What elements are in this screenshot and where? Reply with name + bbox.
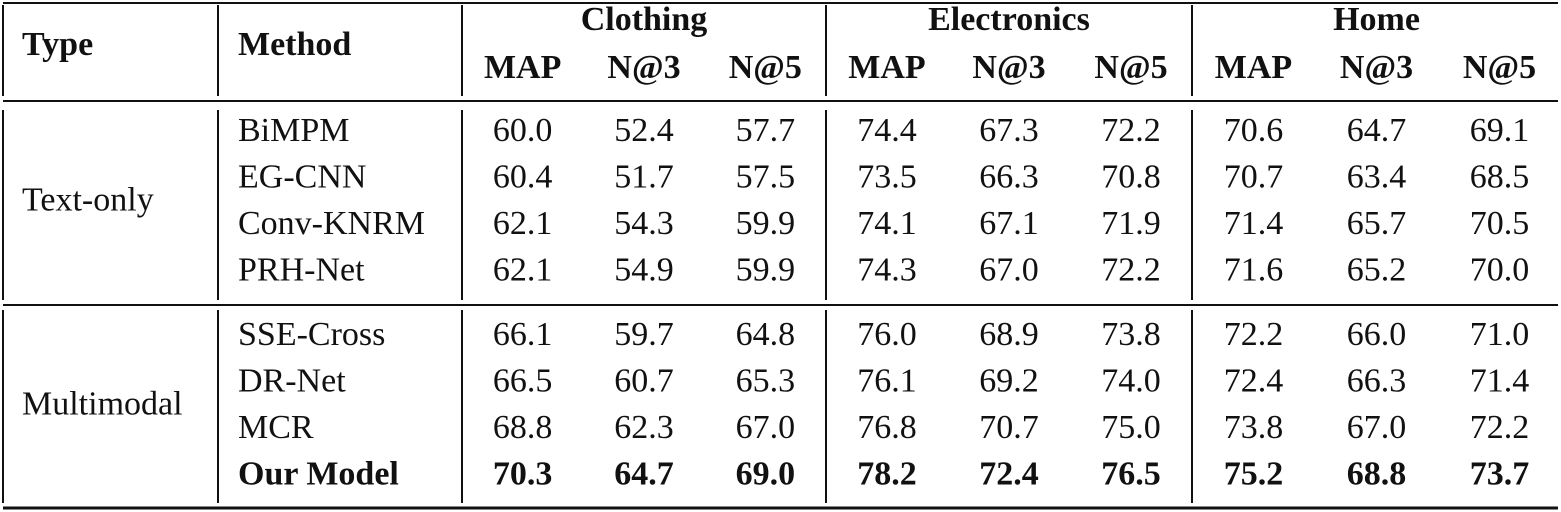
cell-value: 70.3 — [493, 455, 553, 492]
cell-value: 62.1 — [493, 251, 553, 288]
row-type: Multimodal — [22, 386, 183, 423]
cell-value: 75.2 — [1224, 455, 1284, 492]
cell-value: 74.3 — [857, 251, 917, 288]
cell-value: 72.4 — [1224, 362, 1284, 399]
cell-value: 64.8 — [736, 316, 796, 353]
cell-value: 60.4 — [493, 158, 553, 195]
cell-value: 60.0 — [493, 112, 553, 149]
cell-value: 72.2 — [1101, 112, 1161, 149]
method-name: MCR — [238, 409, 314, 446]
metric-header: N@5 — [729, 49, 802, 86]
cell-value: 54.3 — [614, 205, 674, 242]
cell-value: 66.0 — [1347, 316, 1407, 353]
cell-value: 52.4 — [614, 112, 674, 149]
metric-header: N@5 — [1094, 49, 1167, 86]
group-header: Home — [1333, 1, 1420, 38]
cell-value: 70.8 — [1101, 158, 1161, 195]
cell-value: 76.8 — [857, 409, 917, 446]
cell-value: 71.9 — [1101, 205, 1161, 242]
cell-value: 72.2 — [1224, 316, 1284, 353]
cell-value: 73.5 — [857, 158, 917, 195]
cell-value: 63.4 — [1347, 158, 1407, 195]
cell-value: 64.7 — [1347, 112, 1407, 149]
group-header: Clothing — [581, 1, 708, 38]
cell-value: 70.0 — [1470, 251, 1530, 288]
cell-value: 73.8 — [1101, 316, 1161, 353]
cell-value: 74.0 — [1101, 362, 1161, 399]
metric-header: N@3 — [972, 49, 1045, 86]
cell-value: 71.4 — [1224, 205, 1284, 242]
cell-value: 69.0 — [736, 455, 796, 492]
cell-value: 70.7 — [979, 409, 1039, 446]
cell-value: 69.2 — [979, 362, 1039, 399]
cell-value: 62.3 — [614, 409, 674, 446]
metric-header: N@3 — [1340, 49, 1413, 86]
cell-value: 62.1 — [493, 205, 553, 242]
cell-value: 66.3 — [979, 158, 1039, 195]
method-name: Conv-KNRM — [238, 205, 425, 242]
method-name: Our Model — [238, 455, 399, 492]
cell-value: 64.7 — [614, 455, 674, 492]
cell-value: 54.9 — [614, 251, 674, 288]
type-header: Type — [22, 26, 93, 63]
cell-value: 68.5 — [1470, 158, 1530, 195]
metric-header: MAP — [848, 49, 925, 86]
cell-value: 72.4 — [979, 455, 1039, 492]
group-header: Electronics — [928, 1, 1090, 38]
cell-value: 65.7 — [1347, 205, 1407, 242]
cell-value: 59.9 — [736, 205, 796, 242]
cell-value: 70.6 — [1224, 112, 1284, 149]
cell-value: 78.2 — [857, 455, 917, 492]
metric-header: MAP — [484, 49, 561, 86]
row-type: Text-only — [22, 182, 154, 219]
cell-value: 71.6 — [1224, 251, 1284, 288]
cell-value: 68.8 — [493, 409, 553, 446]
cell-value: 73.7 — [1470, 455, 1530, 492]
cell-value: 75.0 — [1101, 409, 1161, 446]
cell-value: 57.7 — [736, 112, 796, 149]
cell-value: 72.2 — [1101, 251, 1161, 288]
cell-value: 76.1 — [857, 362, 917, 399]
cell-value: 71.4 — [1470, 362, 1530, 399]
cell-value: 71.0 — [1470, 316, 1530, 353]
method-name: DR-Net — [238, 362, 346, 399]
cell-value: 70.5 — [1470, 205, 1530, 242]
metric-header: N@5 — [1463, 49, 1536, 86]
cell-value: 73.8 — [1224, 409, 1284, 446]
method-name: SSE-Cross — [238, 316, 385, 353]
metric-header: MAP — [1215, 49, 1292, 86]
method-header: Method — [238, 26, 351, 63]
cell-value: 51.7 — [614, 158, 674, 195]
cell-value: 67.3 — [979, 112, 1039, 149]
method-name: EG-CNN — [238, 158, 366, 195]
metric-header: N@3 — [607, 49, 680, 86]
cell-value: 67.0 — [979, 251, 1039, 288]
cell-value: 72.2 — [1470, 409, 1530, 446]
cell-value: 67.1 — [979, 205, 1039, 242]
cell-value: 60.7 — [614, 362, 674, 399]
cell-value: 66.1 — [493, 316, 553, 353]
cell-value: 68.9 — [979, 316, 1039, 353]
cell-value: 74.4 — [857, 112, 917, 149]
method-name: PRH-Net — [238, 251, 365, 288]
cell-value: 76.5 — [1101, 455, 1161, 492]
cell-value: 69.1 — [1470, 112, 1530, 149]
cell-value: 70.7 — [1224, 158, 1284, 195]
cell-value: 74.1 — [857, 205, 917, 242]
cell-value: 67.0 — [1347, 409, 1407, 446]
cell-value: 68.8 — [1347, 455, 1407, 492]
cell-value: 65.2 — [1347, 251, 1407, 288]
cell-value: 65.3 — [736, 362, 796, 399]
cell-value: 59.7 — [614, 316, 674, 353]
cell-value: 67.0 — [736, 409, 796, 446]
method-name: BiMPM — [238, 112, 350, 149]
cell-value: 59.9 — [736, 251, 796, 288]
cell-value: 57.5 — [736, 158, 796, 195]
cell-value: 66.5 — [493, 362, 553, 399]
cell-value: 76.0 — [857, 316, 917, 353]
cell-value: 66.3 — [1347, 362, 1407, 399]
